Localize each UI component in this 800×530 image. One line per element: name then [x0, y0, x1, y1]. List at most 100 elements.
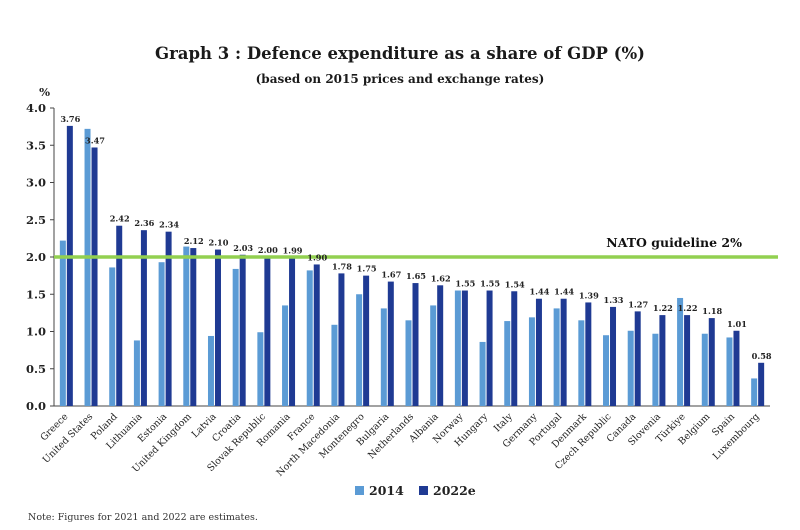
data-label: 0.58	[752, 351, 772, 361]
bar-2014	[677, 297, 684, 406]
bar-2022e	[91, 147, 98, 407]
bar-2014	[84, 128, 91, 407]
data-label: 1.54	[505, 279, 525, 289]
bar-2014	[158, 262, 165, 406]
bar-2022e	[684, 315, 691, 406]
guideline-label: NATO guideline 2%	[606, 235, 742, 250]
data-label: 1.44	[529, 287, 549, 297]
bar-2014	[331, 324, 338, 406]
data-label: 2.12	[184, 236, 204, 246]
data-label: 1.01	[727, 319, 747, 329]
bar-2022e	[140, 230, 147, 406]
bar-2022e	[264, 257, 271, 406]
data-label: 1.39	[579, 290, 599, 300]
bar-2014	[701, 333, 708, 406]
data-label: 3.47	[85, 135, 105, 145]
bar-2014	[306, 270, 313, 406]
bar-2022e	[313, 264, 320, 406]
bar-2022e	[486, 290, 493, 406]
bar-2014	[578, 320, 585, 406]
bar-2014	[603, 335, 610, 406]
legend-label-2022e: 2022e	[433, 483, 476, 498]
bar-2022e	[659, 315, 666, 406]
data-label: 2.36	[134, 218, 154, 228]
bar-2014	[207, 335, 214, 406]
legend-label-2014: 2014	[369, 483, 404, 498]
bar-2014	[528, 317, 535, 406]
bar-2014	[652, 333, 659, 406]
bar-2014	[109, 267, 116, 406]
y-axis: % 0.0 0.5 1.0 1.5 2.0 2.5 3.0 3.5 4.0	[26, 85, 770, 413]
bar-2022e	[363, 275, 370, 406]
bar-2014	[232, 268, 239, 406]
bar-2014	[380, 308, 387, 406]
data-label: 2.42	[110, 214, 130, 224]
y-tick-label: 0.5	[26, 362, 46, 376]
legend-swatch-2022e	[419, 486, 428, 495]
bar-2014	[430, 305, 437, 406]
bar-2022e	[733, 330, 740, 406]
data-label: 1.33	[604, 295, 624, 305]
y-tick-label: 4.0	[26, 101, 46, 115]
bar-2014	[504, 321, 511, 406]
bar-2014	[356, 294, 363, 406]
bar-2022e	[585, 302, 592, 406]
data-label: 1.75	[357, 264, 377, 274]
bar-2014	[726, 337, 733, 406]
data-label: 2.10	[209, 238, 229, 248]
bar-2022e	[437, 285, 444, 406]
bar-2022e	[461, 290, 468, 406]
bar-2022e	[116, 225, 123, 406]
bar-2014	[133, 340, 140, 406]
bar-2022e	[239, 254, 246, 406]
data-label: 1.22	[678, 303, 698, 313]
y-axis-unit: %	[39, 85, 50, 99]
data-label: 2.00	[258, 245, 278, 255]
bar-2014	[553, 308, 560, 406]
data-label: 1.55	[480, 279, 500, 289]
bar-2014	[751, 378, 758, 406]
bars	[59, 125, 765, 407]
nato-guideline: NATO guideline 2%	[54, 235, 778, 259]
data-labels: 3.76 3.47 2.42 2.36 2.34 2.12 2.10 2.03 2.00 1.99…	[60, 114, 772, 361]
data-label: 1.67	[381, 270, 401, 280]
y-tick-label: 1.5	[26, 287, 46, 301]
bar-2014	[257, 332, 264, 406]
bar-2014	[405, 320, 412, 406]
bar-2022e	[412, 283, 419, 406]
bar-2022e	[387, 281, 394, 406]
data-label: 1.65	[406, 271, 426, 281]
bar-2022e	[535, 298, 542, 406]
chart-title: Graph 3 : Defence expenditure as a share…	[155, 44, 645, 63]
data-label: 1.44	[554, 287, 574, 297]
bar-2022e	[338, 273, 345, 406]
bar-2022e	[214, 249, 221, 406]
data-label: 1.78	[332, 261, 352, 271]
bar-2022e	[165, 231, 172, 406]
footnote: Note: Figures for 2021 and 2022 are esti…	[28, 512, 258, 523]
bar-2014	[479, 341, 486, 406]
bar-2022e	[758, 362, 765, 406]
y-tick-label: 2.0	[26, 250, 46, 264]
bar-2014	[454, 290, 461, 406]
bar-2022e	[708, 318, 715, 406]
bar-2022e	[634, 311, 641, 406]
data-label: 1.55	[455, 279, 475, 289]
bar-2014	[282, 305, 289, 406]
y-tick-label: 1.0	[26, 325, 46, 339]
bar-2022e	[610, 306, 617, 406]
data-label: 1.22	[653, 303, 673, 313]
data-label: 3.76	[60, 114, 80, 124]
y-tick-label: 3.5	[26, 138, 46, 152]
bar-2022e	[190, 248, 197, 406]
bar-2022e	[66, 125, 73, 406]
chart-subtitle: (based on 2015 prices and exchange rates…	[255, 72, 545, 86]
bar-2014	[627, 330, 634, 406]
bar-2022e	[289, 257, 296, 406]
data-label: 1.27	[628, 299, 648, 309]
y-tick-label: 0.0	[26, 399, 46, 413]
bar-2014	[59, 240, 66, 406]
data-label: 2.03	[233, 243, 253, 253]
y-tick-label: 2.5	[26, 213, 46, 227]
